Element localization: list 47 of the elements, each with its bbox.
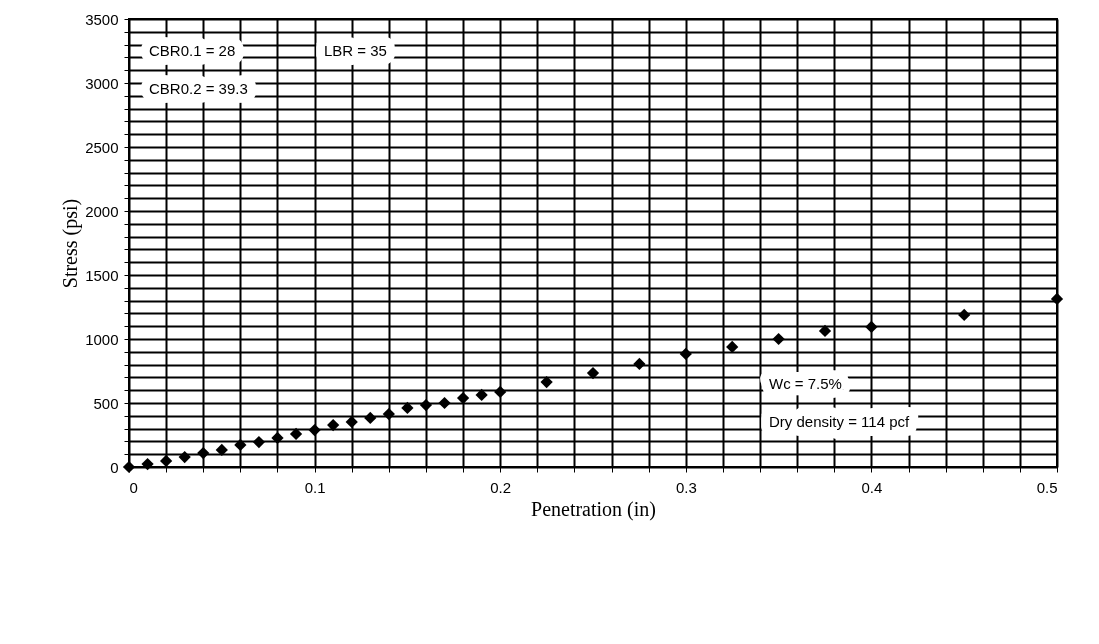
point [726,340,739,354]
y-tick-label: 1500 [85,266,119,284]
point [160,454,173,468]
point [456,391,470,405]
y-tick-label: 500 [93,394,119,412]
y-tick-label: 1000 [85,330,119,348]
point [382,407,395,421]
point [364,411,377,425]
point [197,446,210,460]
point [633,357,646,371]
point [419,398,433,412]
x-axis-title: Penetration (in) [531,497,656,521]
point [586,366,600,380]
point [958,308,971,322]
point [494,385,507,399]
point [401,401,414,415]
point [252,435,266,449]
point [141,457,154,471]
point [327,418,340,432]
point [178,450,191,464]
x-tick-label: 0.1 [304,478,326,496]
point [818,324,832,338]
x-tick-label: 0.2 [490,478,512,496]
point [345,415,358,429]
point [772,332,785,346]
x-tick-label: 0.5 [1036,478,1058,496]
point [289,427,303,441]
point [122,460,136,474]
point [475,388,488,402]
y-tick-label: 2000 [85,202,119,220]
point [438,396,451,410]
point [1050,292,1064,306]
point [234,438,247,452]
x-tick-label: 0 [129,478,138,496]
y-axis-title: Stress (psi) [59,198,83,289]
x-tick-label: 0.4 [861,478,883,496]
point [308,423,321,437]
y-tick-label: 0 [110,458,119,476]
point [271,431,284,445]
point [865,320,878,334]
point [540,375,553,389]
y-tick-label: 2500 [85,138,119,156]
x-tick-label: 0.3 [675,478,697,496]
point [215,443,228,457]
y-tick-label: 3500 [85,10,119,28]
y-tick-label: 3000 [85,74,119,92]
point [679,347,692,361]
